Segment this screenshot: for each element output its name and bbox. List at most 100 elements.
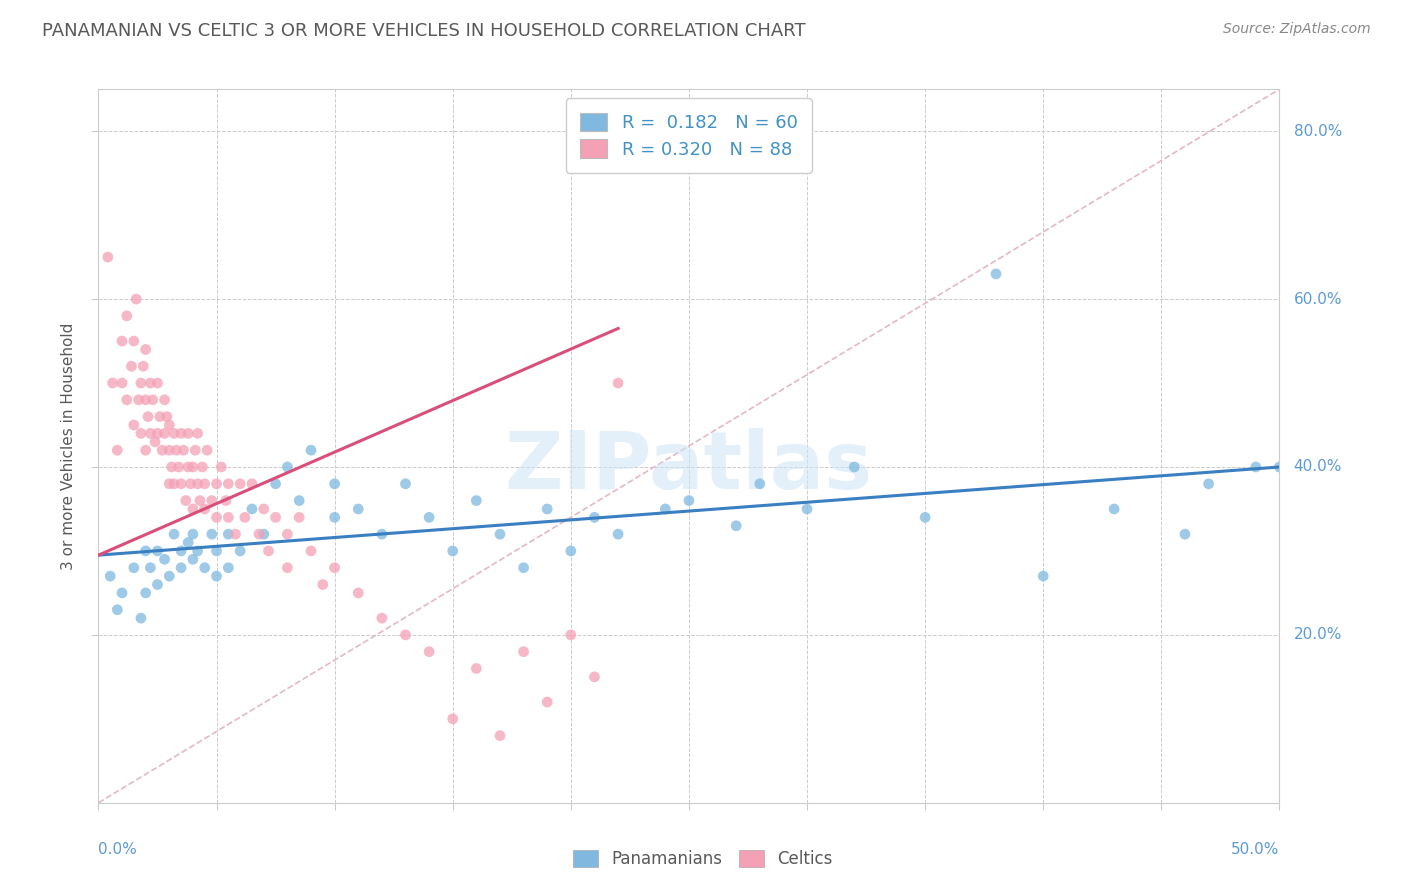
Point xyxy=(181,460,204,475)
Point xyxy=(128,392,150,407)
Point xyxy=(150,443,173,458)
Point xyxy=(180,476,202,491)
Point xyxy=(170,476,193,491)
Point xyxy=(157,417,180,432)
Point xyxy=(181,502,204,516)
Point xyxy=(153,552,176,566)
Point xyxy=(512,560,534,574)
Text: 40.0%: 40.0% xyxy=(1294,459,1341,475)
Point xyxy=(233,510,256,524)
Point xyxy=(253,502,276,516)
Point xyxy=(276,460,298,475)
Point xyxy=(139,426,162,441)
Point xyxy=(512,645,534,659)
Point xyxy=(194,476,217,491)
Point xyxy=(115,309,138,323)
Point xyxy=(163,426,186,441)
Point xyxy=(536,502,558,516)
Point xyxy=(105,603,128,617)
Text: 0.0%: 0.0% xyxy=(98,842,138,857)
Point xyxy=(1102,502,1125,516)
Point xyxy=(418,645,440,659)
Point xyxy=(201,527,224,541)
Point xyxy=(247,527,270,541)
Point xyxy=(139,560,162,574)
Point xyxy=(607,527,630,541)
Point xyxy=(205,510,228,524)
Point xyxy=(101,376,124,390)
Point xyxy=(276,560,298,574)
Point xyxy=(139,376,162,390)
Point xyxy=(194,560,217,574)
Point xyxy=(217,510,239,524)
Point xyxy=(172,443,194,458)
Point xyxy=(240,476,263,491)
Point xyxy=(224,527,246,541)
Point xyxy=(167,460,190,475)
Point xyxy=(153,392,176,407)
Point xyxy=(135,443,157,458)
Point xyxy=(299,544,322,558)
Point xyxy=(984,267,1007,281)
Point xyxy=(796,502,818,516)
Point xyxy=(160,460,183,475)
Point xyxy=(146,577,169,591)
Point xyxy=(122,417,145,432)
Point xyxy=(264,510,287,524)
Point xyxy=(217,527,239,541)
Point xyxy=(146,544,169,558)
Point xyxy=(146,426,169,441)
Point xyxy=(654,502,676,516)
Point xyxy=(191,460,214,475)
Point xyxy=(209,460,232,475)
Point xyxy=(1268,460,1291,475)
Point xyxy=(177,535,200,549)
Text: 50.0%: 50.0% xyxy=(1232,842,1279,857)
Point xyxy=(111,586,134,600)
Point xyxy=(129,376,152,390)
Point xyxy=(132,359,155,374)
Y-axis label: 3 or more Vehicles in Household: 3 or more Vehicles in Household xyxy=(60,322,76,570)
Text: ZIPatlas: ZIPatlas xyxy=(505,428,873,507)
Point xyxy=(157,476,180,491)
Point xyxy=(394,628,416,642)
Point xyxy=(264,476,287,491)
Point xyxy=(323,560,346,574)
Point xyxy=(135,586,157,600)
Point xyxy=(125,292,148,306)
Point xyxy=(217,560,239,574)
Point xyxy=(299,443,322,458)
Point xyxy=(257,544,280,558)
Point xyxy=(149,409,172,424)
Point xyxy=(394,476,416,491)
Legend: R =  0.182   N = 60, R = 0.320   N = 88: R = 0.182 N = 60, R = 0.320 N = 88 xyxy=(565,98,813,173)
Point xyxy=(115,392,138,407)
Point xyxy=(163,476,186,491)
Point xyxy=(371,527,394,541)
Point xyxy=(195,443,218,458)
Point xyxy=(122,560,145,574)
Point xyxy=(205,476,228,491)
Point xyxy=(371,611,394,625)
Point xyxy=(489,729,512,743)
Point xyxy=(1198,476,1220,491)
Point xyxy=(205,544,228,558)
Point xyxy=(607,376,630,390)
Text: PANAMANIAN VS CELTIC 3 OR MORE VEHICLES IN HOUSEHOLD CORRELATION CHART: PANAMANIAN VS CELTIC 3 OR MORE VEHICLES … xyxy=(42,22,806,40)
Point xyxy=(156,409,179,424)
Point xyxy=(229,544,252,558)
Point xyxy=(205,569,228,583)
Point xyxy=(181,527,204,541)
Point xyxy=(188,493,211,508)
Point xyxy=(143,434,166,449)
Point xyxy=(157,569,180,583)
Point xyxy=(441,712,464,726)
Point xyxy=(465,661,488,675)
Point xyxy=(187,476,209,491)
Point xyxy=(129,611,152,625)
Point xyxy=(177,426,200,441)
Point xyxy=(174,493,197,508)
Point xyxy=(187,426,209,441)
Point xyxy=(153,426,176,441)
Point xyxy=(146,376,169,390)
